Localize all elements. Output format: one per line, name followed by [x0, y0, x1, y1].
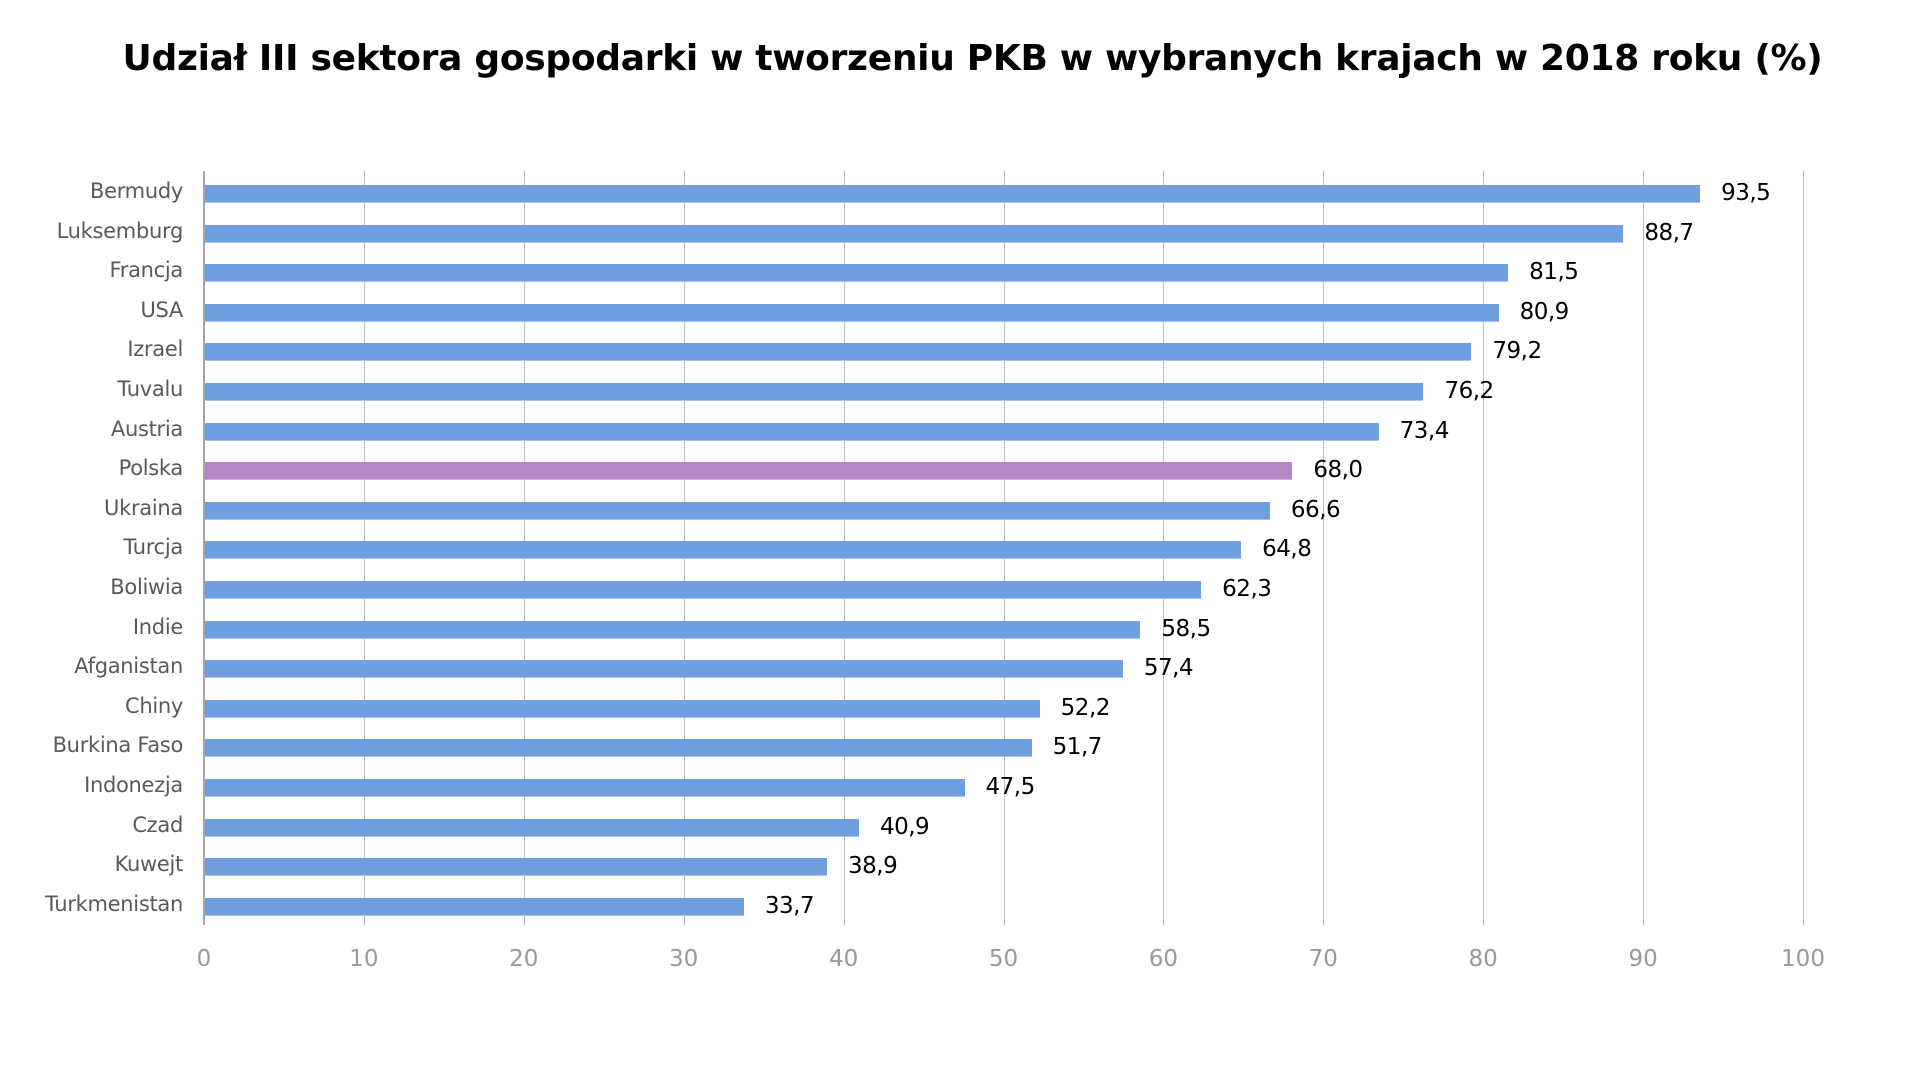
bar-row: 66,6 — [204, 488, 1803, 528]
bar — [205, 541, 1242, 560]
category-label: Boliwia — [110, 575, 183, 599]
bar-row: 57,4 — [204, 646, 1803, 686]
data-label: 88,7 — [1644, 219, 1694, 246]
bar-row: 80,9 — [204, 290, 1803, 330]
x-tick-label: 60 — [1148, 946, 1179, 972]
category-label: Turkmenistan — [44, 891, 183, 916]
gridline — [1803, 171, 1804, 925]
category-label: Burkina Faso — [52, 733, 184, 758]
bar-row: 33,7 — [204, 884, 1803, 924]
x-tick-label: 40 — [828, 946, 859, 972]
bar — [205, 660, 1123, 679]
bar-row: 68,0 — [204, 448, 1803, 488]
bar — [205, 343, 1472, 362]
gridline — [203, 171, 205, 925]
category-label: Indonezja — [84, 773, 183, 797]
data-label: 47,5 — [985, 774, 1036, 800]
category-label: Polska — [118, 456, 184, 481]
bar — [205, 224, 1624, 243]
category-label: Ukraina — [104, 495, 183, 520]
bar — [205, 581, 1202, 599]
x-tick-label: 10 — [349, 946, 379, 972]
bar — [205, 897, 744, 916]
data-label: 68,0 — [1313, 457, 1363, 484]
category-label: Tuvalu — [117, 377, 183, 401]
category-label: Indie — [132, 614, 183, 639]
x-tick-label: 90 — [1628, 946, 1658, 972]
bar — [205, 779, 965, 797]
bar — [205, 818, 859, 837]
bar-row: 52,2 — [204, 686, 1803, 726]
bar-row: 88,7 — [204, 211, 1803, 251]
gridline — [1323, 171, 1325, 925]
bar — [205, 422, 1379, 441]
x-tick-label: 70 — [1308, 946, 1338, 972]
category-label: Turcja — [123, 535, 183, 560]
x-tick-label: 30 — [669, 946, 699, 972]
gridline — [1643, 171, 1645, 925]
data-label: 64,8 — [1262, 536, 1312, 563]
bar — [205, 620, 1141, 639]
bar — [205, 264, 1509, 283]
data-label: 73,4 — [1399, 417, 1450, 444]
x-tick-label: 80 — [1468, 946, 1498, 972]
bar-row: 38,9 — [204, 844, 1803, 884]
data-label: 57,4 — [1143, 655, 1194, 682]
category-label: Luksemburg — [56, 218, 184, 243]
data-label: 81,5 — [1529, 259, 1579, 286]
data-label: 38,9 — [848, 853, 898, 880]
data-label: 80,9 — [1519, 298, 1570, 325]
category-label: Bermudy — [89, 179, 183, 203]
data-label: 40,9 — [879, 813, 930, 840]
x-tick-label: 0 — [196, 946, 212, 972]
data-label: 62,3 — [1222, 576, 1272, 602]
bar — [205, 303, 1499, 322]
bar — [205, 185, 1701, 203]
bar-row: 81,5 — [204, 250, 1803, 290]
data-label: 51,7 — [1052, 734, 1103, 761]
category-label: USA — [140, 297, 183, 322]
data-label: 33,7 — [764, 892, 815, 919]
data-label: 93,5 — [1721, 180, 1771, 206]
bar-row: 93,5 — [204, 171, 1803, 211]
chart-title: Udział III sektora gospodarki w tworzeni… — [122, 38, 1823, 79]
bar — [205, 739, 1032, 758]
bar-highlight — [205, 462, 1293, 481]
data-label: 66,6 — [1290, 496, 1341, 523]
bar-row: 79,2 — [204, 329, 1803, 369]
category-label: Izrael — [127, 337, 183, 362]
x-tick-label: 20 — [509, 946, 539, 972]
bar-row: 58,5 — [204, 607, 1803, 647]
bar — [205, 501, 1270, 520]
bar-row: 64,8 — [204, 527, 1803, 567]
value-axis: 0 10 20 30 40 50 60 70 80 90 100 — [197, 946, 1825, 986]
x-tick-label: 50 — [988, 946, 1019, 972]
gridline — [1483, 171, 1485, 925]
category-label: Francja — [109, 258, 183, 283]
data-label: 76,2 — [1444, 378, 1494, 404]
data-label: 52,2 — [1060, 694, 1111, 721]
bar-row: 47,5 — [204, 765, 1803, 805]
bar — [205, 383, 1424, 401]
category-label: Austria — [110, 416, 183, 441]
category-label: Czad — [132, 812, 183, 837]
bar-row: 51,7 — [204, 725, 1803, 765]
category-label: Kuwejt — [114, 852, 184, 877]
bar-row: 76,2 — [204, 369, 1803, 409]
bar — [205, 699, 1040, 718]
category-label: Chiny — [124, 693, 183, 718]
bar-row: 40,9 — [204, 805, 1803, 845]
bar — [205, 858, 827, 877]
category-label: Afganistan — [74, 654, 183, 679]
bar-row: 73,4 — [204, 409, 1803, 449]
bar-row: 62,3 — [204, 567, 1803, 607]
data-label: 58,5 — [1161, 615, 1211, 642]
x-tick-label: 100 — [1781, 946, 1825, 972]
data-label: 79,2 — [1492, 338, 1542, 365]
plot-area: 93,5 88,7 81,5 80,9 79,2 76,2 73,4 68,0 66,6 64,8… — [203, 171, 1804, 925]
